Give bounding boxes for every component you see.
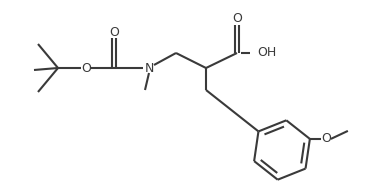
Text: N: N <box>144 61 154 74</box>
Text: O: O <box>81 61 91 74</box>
Text: O: O <box>321 132 331 145</box>
Text: O: O <box>109 26 119 39</box>
Text: O: O <box>232 12 242 26</box>
Text: OH: OH <box>257 46 276 60</box>
